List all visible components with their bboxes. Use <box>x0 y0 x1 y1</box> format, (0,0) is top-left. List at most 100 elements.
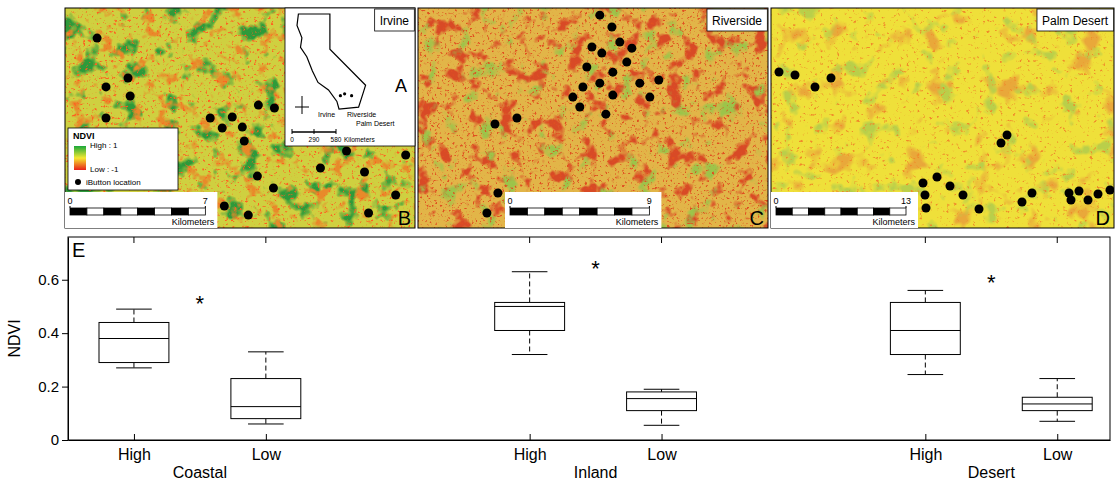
x-tick-mark-top <box>1057 237 1058 243</box>
ibutton-point <box>101 82 110 91</box>
scale-bar: 013Kilometers <box>771 192 918 228</box>
y-tick-label: 0.4 <box>38 324 59 341</box>
map-texture <box>771 8 1114 228</box>
y-tick: 0.2 <box>38 378 68 395</box>
map-panel: 013KilometersPalm DesertD <box>771 8 1115 229</box>
inset-city-dot <box>350 94 353 97</box>
whisker-upper <box>925 290 926 302</box>
ibutton-point <box>608 68 617 77</box>
ibutton-point <box>922 204 931 213</box>
ibutton-point <box>615 38 624 47</box>
map-texture <box>418 8 768 228</box>
ibutton-point <box>595 79 604 88</box>
scale-tick-label: 9 <box>647 196 652 206</box>
box <box>890 290 960 374</box>
scale-tick <box>205 206 206 208</box>
whisker-lower <box>265 419 266 424</box>
box-plot: 00.20.40.6HighLowHighLowHighLowCoastalIn… <box>6 237 1111 481</box>
box <box>627 389 697 425</box>
scale-tick-label: 0 <box>507 196 512 206</box>
plot-frame <box>68 237 1110 440</box>
map-raster <box>65 8 415 228</box>
whisker-upper <box>133 309 134 322</box>
ibutton-point <box>93 34 102 43</box>
ibutton-point <box>360 168 369 177</box>
scale-box <box>505 192 661 228</box>
ibutton-point <box>101 114 110 123</box>
inset-place-label: Irvine <box>318 111 335 118</box>
y-axis-line <box>68 238 69 441</box>
x-tick-mark <box>530 434 531 440</box>
scale-tick-label: 13 <box>901 196 911 206</box>
inset-city-dot <box>339 94 342 97</box>
scale-segment <box>510 208 527 215</box>
panel-letter: A <box>395 76 407 96</box>
scale-segment <box>562 208 579 215</box>
ibutton-point <box>269 184 278 193</box>
scale-segment <box>545 208 562 215</box>
whisker-upper <box>529 272 530 303</box>
map-title-box <box>707 9 767 31</box>
north-arrow <box>295 107 309 108</box>
ibutton-point <box>635 79 644 88</box>
group-label: Inland <box>574 464 618 481</box>
map-legend: NDVIHigh : 1Low : -1iButton location <box>68 128 178 190</box>
whisker-lower <box>133 363 134 368</box>
box-median <box>627 398 697 399</box>
y-axis-title: NDVI <box>6 319 23 357</box>
north-arrow <box>302 96 303 114</box>
ibutton-point <box>342 147 351 156</box>
ibutton-point <box>218 124 227 133</box>
significance-marker: * <box>987 270 996 295</box>
y-tick: 0 <box>51 431 68 448</box>
box <box>495 272 565 355</box>
map-title-text: Palm Desert <box>1042 14 1109 28</box>
ibutton-point <box>1067 196 1076 205</box>
inset-scale-tick <box>292 129 293 134</box>
ibutton-point <box>775 68 784 77</box>
ibutton-point <box>126 92 135 101</box>
ibutton-point <box>220 202 229 211</box>
ibutton-point <box>975 205 984 214</box>
inset-map: IrvineRiversidePalm Desert0290580Kilomet… <box>285 8 415 146</box>
x-axis-line <box>69 440 1111 441</box>
ibutton-point <box>568 93 577 102</box>
inset-place-label: Riverside <box>347 111 376 118</box>
map-title: Palm Desert <box>1037 9 1114 31</box>
ibutton-point <box>1075 187 1084 196</box>
map-raster <box>418 8 768 228</box>
inset-scale-label: 0 <box>290 136 294 143</box>
scale-segment <box>825 208 841 215</box>
whisker-lower <box>661 411 662 426</box>
whisker-upper <box>1057 379 1058 398</box>
ibutton-point <box>240 136 249 145</box>
y-tick: 0.6 <box>38 271 68 288</box>
ibutton-point <box>490 120 499 129</box>
map-background <box>65 8 415 228</box>
box <box>231 352 301 424</box>
map-border <box>65 8 415 228</box>
whisker-upper <box>265 352 266 379</box>
inset-scale-tick <box>314 129 315 134</box>
x-tick-mark <box>1057 434 1058 440</box>
whisker-cap-lower <box>644 425 680 426</box>
scale-segment <box>615 208 632 215</box>
x-tick: Low <box>647 434 677 463</box>
x-axis: HighLowHighLowHighLow <box>69 434 1111 463</box>
figure: 07KilometersIrvineRiversidePalm Desert02… <box>0 0 1117 493</box>
panel-letter: C <box>750 207 764 229</box>
california-outline <box>297 14 366 109</box>
ibutton-point <box>622 58 631 67</box>
ibutton-point <box>1084 196 1093 205</box>
map-panel: 09KilometersRiversideC <box>418 8 768 229</box>
legend-point <box>75 179 81 185</box>
whisker-cap-upper <box>512 271 548 272</box>
x-tick: Low <box>1043 434 1073 463</box>
scale-segment <box>104 208 121 215</box>
whisker-cap-upper <box>1039 378 1075 379</box>
x-tick: Low <box>252 434 282 463</box>
scale-unit: Kilometers <box>172 217 215 227</box>
ibutton-point <box>1094 190 1103 199</box>
scale-segment <box>70 208 87 215</box>
whisker-lower <box>1057 411 1058 422</box>
